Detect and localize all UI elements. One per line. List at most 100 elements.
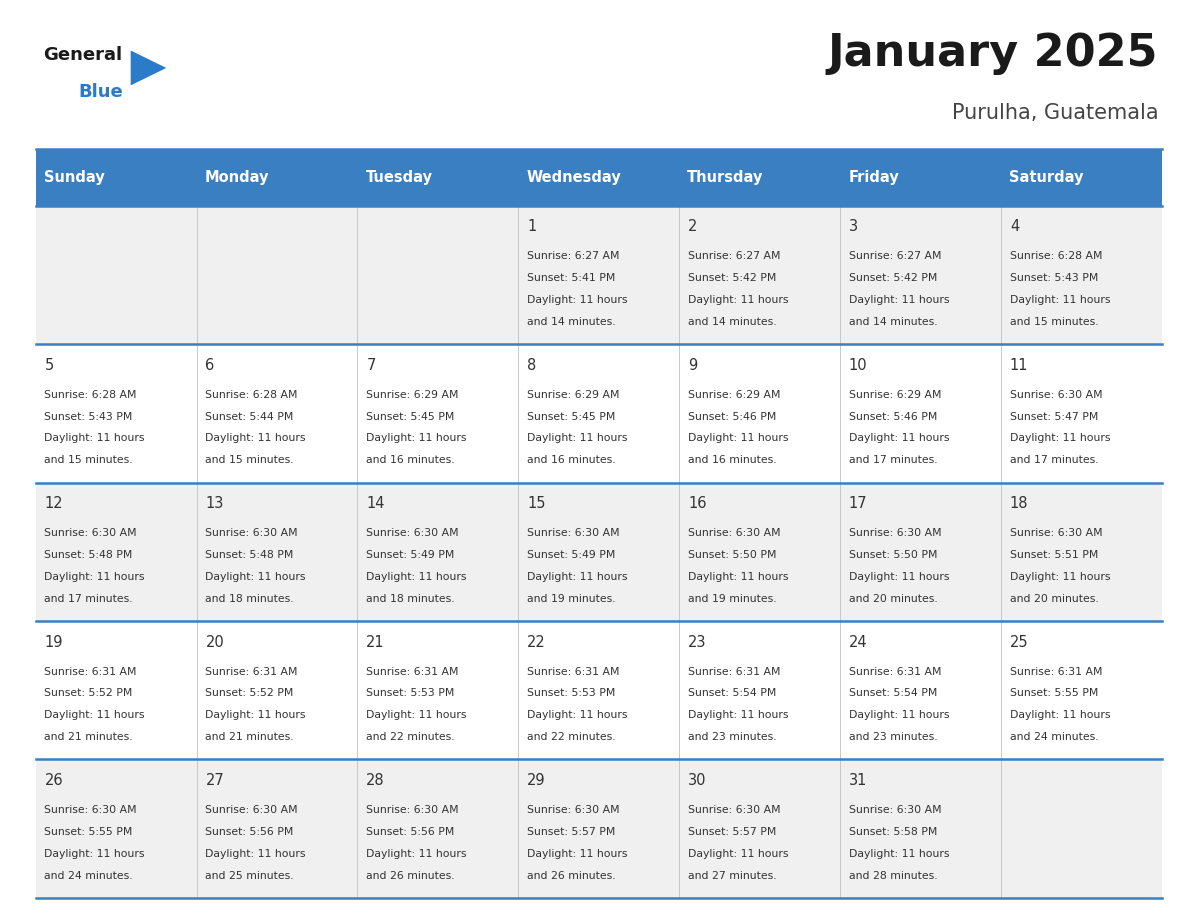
Text: 2: 2 [688, 219, 697, 234]
Text: Sunset: 5:49 PM: Sunset: 5:49 PM [366, 550, 455, 560]
Text: Sunrise: 6:30 AM: Sunrise: 6:30 AM [366, 805, 459, 815]
Bar [840, 149, 1001, 206]
Text: and 23 minutes.: and 23 minutes. [849, 733, 937, 743]
Text: Sunset: 5:51 PM: Sunset: 5:51 PM [1010, 550, 1098, 560]
Text: Daylight: 11 hours: Daylight: 11 hours [849, 295, 949, 305]
Text: Daylight: 11 hours: Daylight: 11 hours [527, 433, 627, 443]
Text: Daylight: 11 hours: Daylight: 11 hours [527, 572, 627, 582]
Text: Sunrise: 6:30 AM: Sunrise: 6:30 AM [1010, 528, 1102, 538]
Text: 20: 20 [206, 634, 225, 650]
Text: Daylight: 11 hours: Daylight: 11 hours [527, 711, 627, 721]
Text: Sunset: 5:47 PM: Sunset: 5:47 PM [1010, 411, 1098, 421]
Text: Sunset: 5:50 PM: Sunset: 5:50 PM [849, 550, 937, 560]
Text: Sunset: 5:56 PM: Sunset: 5:56 PM [366, 827, 455, 837]
Text: Daylight: 11 hours: Daylight: 11 hours [366, 433, 467, 443]
Bar [358, 149, 518, 206]
Bar [36, 344, 1162, 483]
Text: Sunset: 5:48 PM: Sunset: 5:48 PM [206, 550, 293, 560]
Text: Sunset: 5:55 PM: Sunset: 5:55 PM [1010, 688, 1098, 699]
Text: and 18 minutes.: and 18 minutes. [366, 594, 455, 604]
Text: 26: 26 [44, 773, 63, 789]
Text: 31: 31 [849, 773, 867, 789]
Text: Sunset: 5:48 PM: Sunset: 5:48 PM [44, 550, 133, 560]
Text: Daylight: 11 hours: Daylight: 11 hours [688, 711, 789, 721]
Text: 19: 19 [44, 634, 63, 650]
Text: and 20 minutes.: and 20 minutes. [1010, 594, 1099, 604]
Text: and 17 minutes.: and 17 minutes. [44, 594, 133, 604]
Text: and 24 minutes.: and 24 minutes. [1010, 733, 1099, 743]
Text: Sunrise: 6:30 AM: Sunrise: 6:30 AM [44, 805, 137, 815]
Text: Sunset: 5:55 PM: Sunset: 5:55 PM [44, 827, 133, 837]
Text: Sunrise: 6:30 AM: Sunrise: 6:30 AM [1010, 390, 1102, 399]
Text: Sunset: 5:52 PM: Sunset: 5:52 PM [44, 688, 133, 699]
Text: Sunrise: 6:31 AM: Sunrise: 6:31 AM [44, 666, 137, 677]
Text: Daylight: 11 hours: Daylight: 11 hours [44, 711, 145, 721]
Text: Sunrise: 6:30 AM: Sunrise: 6:30 AM [849, 528, 942, 538]
Text: Sunset: 5:50 PM: Sunset: 5:50 PM [688, 550, 777, 560]
Text: Daylight: 11 hours: Daylight: 11 hours [44, 849, 145, 859]
Text: Sunrise: 6:27 AM: Sunrise: 6:27 AM [527, 252, 620, 262]
Text: Purulha, Guatemala: Purulha, Guatemala [952, 103, 1158, 123]
Text: Sunset: 5:54 PM: Sunset: 5:54 PM [849, 688, 937, 699]
Text: Sunrise: 6:31 AM: Sunrise: 6:31 AM [527, 666, 620, 677]
Text: Wednesday: Wednesday [526, 170, 621, 185]
Text: and 19 minutes.: and 19 minutes. [527, 594, 615, 604]
Text: Saturday: Saturday [1009, 170, 1083, 185]
Text: Sunrise: 6:29 AM: Sunrise: 6:29 AM [527, 390, 620, 399]
Text: Daylight: 11 hours: Daylight: 11 hours [688, 572, 789, 582]
Text: 10: 10 [849, 358, 867, 373]
Text: Sunrise: 6:30 AM: Sunrise: 6:30 AM [688, 805, 781, 815]
Text: Sunset: 5:45 PM: Sunset: 5:45 PM [366, 411, 455, 421]
Text: Daylight: 11 hours: Daylight: 11 hours [44, 433, 145, 443]
Text: Daylight: 11 hours: Daylight: 11 hours [688, 433, 789, 443]
Text: Sunday: Sunday [44, 170, 105, 185]
Text: and 15 minutes.: and 15 minutes. [44, 455, 133, 465]
Text: and 14 minutes.: and 14 minutes. [688, 317, 777, 327]
Text: January 2025: January 2025 [828, 32, 1158, 75]
Text: Daylight: 11 hours: Daylight: 11 hours [688, 295, 789, 305]
Text: Sunset: 5:49 PM: Sunset: 5:49 PM [527, 550, 615, 560]
Bar [36, 149, 196, 206]
Text: and 14 minutes.: and 14 minutes. [849, 317, 937, 327]
Text: Sunrise: 6:29 AM: Sunrise: 6:29 AM [849, 390, 941, 399]
Text: Sunrise: 6:28 AM: Sunrise: 6:28 AM [206, 390, 298, 399]
Text: Daylight: 11 hours: Daylight: 11 hours [366, 711, 467, 721]
Text: Sunrise: 6:30 AM: Sunrise: 6:30 AM [206, 805, 298, 815]
Text: and 23 minutes.: and 23 minutes. [688, 733, 777, 743]
Text: Daylight: 11 hours: Daylight: 11 hours [206, 849, 305, 859]
Text: Sunrise: 6:28 AM: Sunrise: 6:28 AM [44, 390, 137, 399]
Text: Daylight: 11 hours: Daylight: 11 hours [849, 572, 949, 582]
Text: Sunset: 5:46 PM: Sunset: 5:46 PM [688, 411, 777, 421]
Text: Sunset: 5:57 PM: Sunset: 5:57 PM [527, 827, 615, 837]
Text: and 28 minutes.: and 28 minutes. [849, 870, 937, 880]
Text: Daylight: 11 hours: Daylight: 11 hours [366, 572, 467, 582]
Text: 16: 16 [688, 497, 707, 511]
Text: and 16 minutes.: and 16 minutes. [527, 455, 615, 465]
Text: 9: 9 [688, 358, 697, 373]
Text: and 16 minutes.: and 16 minutes. [688, 455, 777, 465]
Text: Sunrise: 6:28 AM: Sunrise: 6:28 AM [1010, 252, 1102, 262]
Text: Sunrise: 6:30 AM: Sunrise: 6:30 AM [688, 528, 781, 538]
Text: 13: 13 [206, 497, 223, 511]
Bar [1001, 149, 1162, 206]
Text: 1: 1 [527, 219, 537, 234]
Text: and 27 minutes.: and 27 minutes. [688, 870, 777, 880]
Text: Daylight: 11 hours: Daylight: 11 hours [1010, 433, 1111, 443]
Text: 24: 24 [849, 634, 867, 650]
Text: 25: 25 [1010, 634, 1029, 650]
Text: 17: 17 [849, 497, 867, 511]
Text: Sunrise: 6:31 AM: Sunrise: 6:31 AM [206, 666, 298, 677]
Text: Thursday: Thursday [687, 170, 764, 185]
Text: Daylight: 11 hours: Daylight: 11 hours [366, 849, 467, 859]
Text: Sunrise: 6:30 AM: Sunrise: 6:30 AM [527, 805, 620, 815]
Text: Sunset: 5:54 PM: Sunset: 5:54 PM [688, 688, 777, 699]
Text: 3: 3 [849, 219, 858, 234]
Text: 22: 22 [527, 634, 546, 650]
Text: and 20 minutes.: and 20 minutes. [849, 594, 937, 604]
Text: Sunset: 5:43 PM: Sunset: 5:43 PM [1010, 274, 1098, 283]
Text: 7: 7 [366, 358, 375, 373]
Bar [36, 483, 1162, 621]
Text: 14: 14 [366, 497, 385, 511]
Text: Sunrise: 6:31 AM: Sunrise: 6:31 AM [1010, 666, 1102, 677]
Text: Sunset: 5:45 PM: Sunset: 5:45 PM [527, 411, 615, 421]
